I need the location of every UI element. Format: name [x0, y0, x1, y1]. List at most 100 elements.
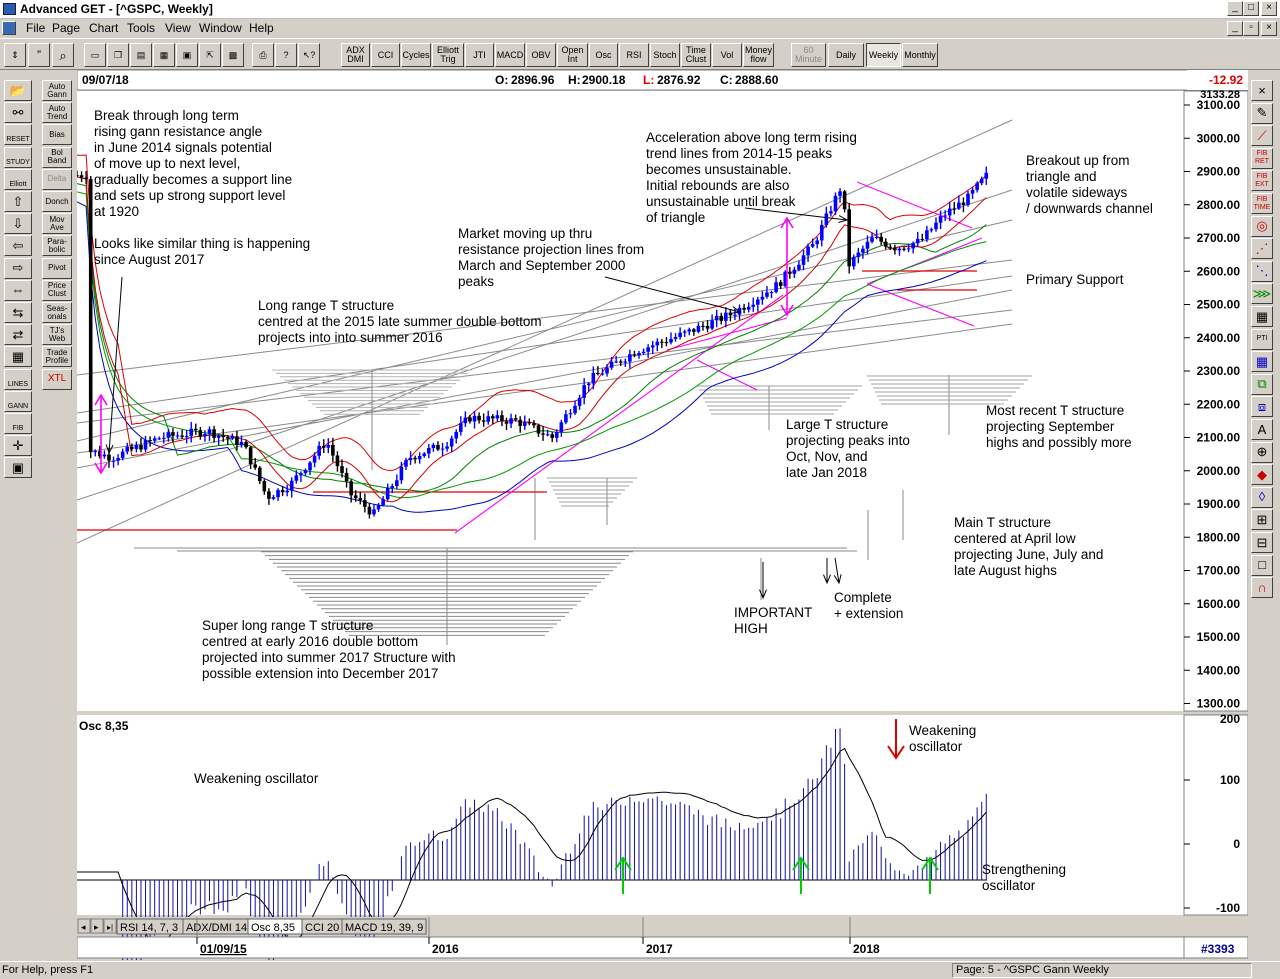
right-tool-icon[interactable]: ◎	[1251, 215, 1273, 237]
study-icon[interactable]: STUDY	[4, 146, 32, 168]
tab-macd[interactable]	[341, 918, 427, 935]
open-folder-icon[interactable]: 📂	[4, 80, 32, 101]
study-button-money-flow[interactable]: Money flow	[743, 43, 774, 67]
study-button-macd[interactable]: MACD	[495, 43, 525, 67]
right-tool-icon[interactable]: ⊞	[1251, 509, 1273, 531]
tool-fib-ext[interactable]: FIB EXT	[1251, 170, 1273, 192]
sidebar-btn-mov-ave[interactable]: Mov Ave	[42, 213, 72, 235]
right-tool-icon[interactable]: ⊕	[1251, 441, 1273, 463]
tab-label[interactable]: Osc 8,35	[251, 922, 295, 934]
tab-label[interactable]: CCI 20	[305, 922, 339, 934]
pin-icon[interactable]: ⇕	[4, 43, 26, 67]
right-tool-icon[interactable]: ◊	[1251, 486, 1273, 508]
timeframe-weekly[interactable]: Weekly	[866, 43, 901, 67]
doc-minimize-button[interactable]: _	[1227, 21, 1243, 36]
menu-view[interactable]: View	[165, 21, 191, 35]
right-tool-icon[interactable]: ⟋	[1251, 125, 1273, 147]
sidebar-btn-auto-trend[interactable]: Auto Trend	[42, 102, 72, 124]
timeframe-monthly[interactable]: Monthly	[902, 43, 938, 67]
window-tile-icon[interactable]: ▣	[176, 43, 198, 67]
menu-help[interactable]: Help	[249, 21, 274, 35]
right-tool-icon[interactable]: ▦	[1251, 351, 1273, 373]
arrow-down-icon[interactable]: ⇩	[4, 213, 32, 235]
right-tool-icon[interactable]: ✎	[1251, 102, 1273, 124]
grid-icon[interactable]: ▩	[222, 43, 244, 67]
right-tool-icon[interactable]: ⧉	[1251, 373, 1273, 395]
study-button-cci[interactable]: CCI	[371, 43, 400, 67]
tool-fib-ret[interactable]: FIB RET	[1251, 147, 1273, 169]
study-button-open-int[interactable]: Open Int	[557, 43, 588, 67]
maximize-button[interactable]: □	[1243, 1, 1259, 16]
gann-icon[interactable]: ⚯	[4, 102, 32, 124]
fib-icon[interactable]: FIB	[4, 413, 32, 434]
doc-close-button[interactable]: ×	[1261, 21, 1277, 36]
tab-label[interactable]: MACD 19, 39, 9	[345, 922, 423, 934]
sidebar-btn-trade-profile[interactable]: Trade Profile	[42, 346, 72, 368]
elliott-icon[interactable]: Elliott	[4, 168, 32, 190]
print-icon[interactable]: ⎙	[252, 43, 274, 67]
gann-fan-icon[interactable]: GANN	[4, 390, 32, 412]
sidebar-btn-price-clust[interactable]: Price Clust	[42, 279, 72, 301]
menu-tools[interactable]: Tools	[127, 21, 156, 35]
right-tool-icon[interactable]: ◆	[1251, 464, 1273, 486]
sidebar-btn-donch[interactable]: Donch	[42, 191, 72, 212]
right-tool-icon[interactable]: ▦	[1251, 306, 1273, 327]
close-button[interactable]: ×	[1261, 1, 1277, 16]
sidebar-btn-bol-band[interactable]: Bol Band	[42, 146, 72, 168]
study-button-osc[interactable]: Osc	[589, 43, 618, 67]
sidebar-btn-bias[interactable]: Bias	[42, 124, 72, 146]
new-page-icon[interactable]: ▭	[84, 43, 106, 67]
search-icon[interactable]: ⌕	[52, 43, 74, 67]
right-tool-icon[interactable]: □	[1251, 554, 1273, 576]
compress-icon[interactable]: ⇆	[4, 302, 32, 323]
study-button-jti[interactable]: JTI	[465, 43, 494, 67]
sidebar-btn-tj-s-web[interactable]: TJ's Web	[42, 324, 72, 346]
right-tool-icon[interactable]: ⊟	[1251, 532, 1273, 553]
right-tool-icon[interactable]: ⋙	[1251, 283, 1273, 305]
window-icon[interactable]: ▣	[4, 457, 32, 479]
layout-icon[interactable]: ▤	[130, 43, 152, 67]
right-tool-icon[interactable]: A	[1251, 419, 1273, 440]
timeframe-60-minute[interactable]: 60 Minute	[791, 43, 826, 67]
grid-icon[interactable]: ▦	[4, 346, 32, 368]
sidebar-btn-pivot[interactable]: Pivot	[42, 257, 72, 279]
copy-icon[interactable]: ❐	[107, 43, 129, 67]
right-tool-icon[interactable]: ⋱	[1251, 260, 1273, 282]
right-tool-icon[interactable]: ×	[1251, 80, 1273, 101]
minimize-button[interactable]: _	[1227, 1, 1243, 16]
help-icon[interactable]: ?	[275, 43, 297, 67]
timeframe-daily[interactable]: Daily	[828, 43, 864, 67]
expand-icon[interactable]: ⇔	[4, 279, 32, 301]
crosshair-icon[interactable]: ✛	[4, 435, 32, 457]
menu-chart[interactable]: Chart	[89, 21, 119, 35]
sidebar-btn-xtl[interactable]: XTL	[42, 368, 72, 390]
sidebar-btn-delta[interactable]: Delta	[42, 168, 72, 190]
doc-restore-button[interactable]: ▫	[1243, 21, 1259, 36]
study-button-time-clust[interactable]: Time Clust	[681, 43, 711, 67]
zoom-icon[interactable]: ⇄	[4, 324, 32, 346]
right-tool-icon[interactable]: ⋰	[1251, 238, 1273, 260]
menu-page[interactable]: Page	[52, 21, 81, 35]
sidebar-btn-seas-onals[interactable]: Seas-onals	[42, 302, 72, 323]
study-button-cycles[interactable]: Cycles	[401, 43, 431, 67]
context-help-icon[interactable]: ↖?	[298, 43, 320, 67]
arrow-right-icon[interactable]: ⇨	[4, 257, 32, 279]
arrow-left-icon[interactable]: ⇦	[4, 235, 32, 257]
study-button-stoch[interactable]: Stoch	[650, 43, 680, 67]
arrow-up-icon[interactable]: ⇧	[4, 191, 32, 212]
template-icon[interactable]: ▦	[153, 43, 175, 67]
study-button-obv[interactable]: OBV	[526, 43, 556, 67]
tab-label[interactable]: ADX/DMI 14	[186, 922, 247, 934]
reset-icon[interactable]: RESET	[4, 124, 32, 146]
quote-icon[interactable]: ”	[28, 43, 50, 67]
sidebar-btn-para-bolic[interactable]: Para-bolic	[42, 235, 72, 257]
menu-window[interactable]: Window	[199, 21, 242, 35]
export-icon[interactable]: ⇱	[199, 43, 221, 67]
tab-label[interactable]: RSI 14, 7, 3	[120, 922, 178, 934]
study-button-adx-dmi[interactable]: ADX DMI	[341, 43, 370, 67]
study-button-vol[interactable]: Vol	[712, 43, 742, 67]
tool-fib-time[interactable]: FIB TIME	[1251, 193, 1273, 214]
study-button-elliott-trig[interactable]: Elliott Trig	[432, 43, 464, 67]
sidebar-btn-auto-gann[interactable]: Auto Gann	[42, 80, 72, 101]
lines-icon[interactable]: LINES	[4, 368, 32, 390]
